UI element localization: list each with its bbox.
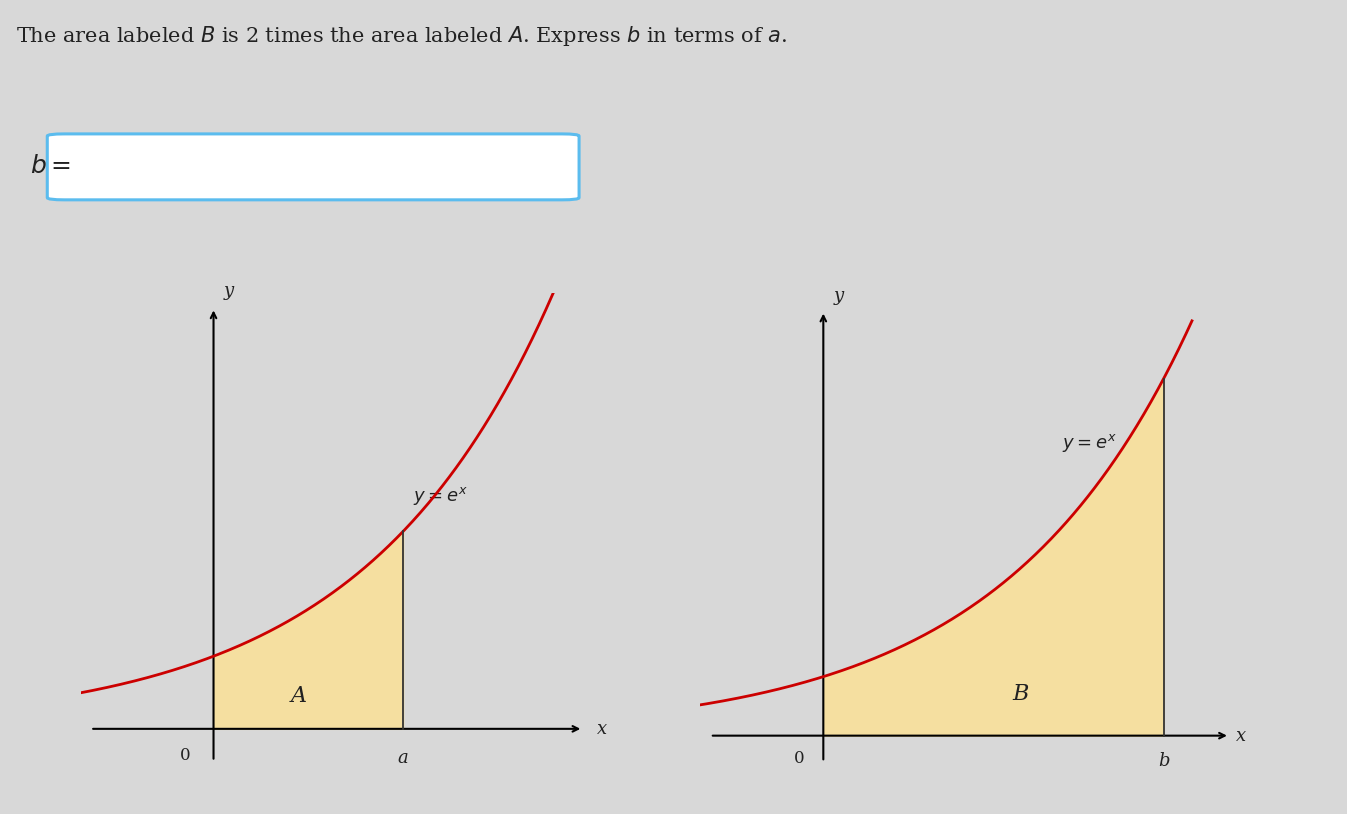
Text: x: x	[1235, 727, 1246, 745]
Text: y: y	[224, 282, 234, 300]
Text: 0: 0	[179, 747, 190, 764]
Text: $b =$: $b =$	[31, 155, 71, 178]
FancyBboxPatch shape	[47, 134, 579, 200]
Text: b: b	[1158, 752, 1169, 770]
Text: x: x	[597, 720, 606, 737]
Text: a: a	[397, 749, 408, 767]
Text: $y = e^x$: $y = e^x$	[412, 485, 467, 507]
Text: The area labeled $B$ is 2 times the area labeled $A$. Express $b$ in terms of $a: The area labeled $B$ is 2 times the area…	[16, 24, 788, 48]
Text: y: y	[834, 287, 843, 305]
Text: 0: 0	[793, 751, 804, 768]
Text: A: A	[291, 685, 307, 707]
Text: $y = e^x$: $y = e^x$	[1061, 432, 1117, 454]
Text: B: B	[1013, 683, 1029, 706]
